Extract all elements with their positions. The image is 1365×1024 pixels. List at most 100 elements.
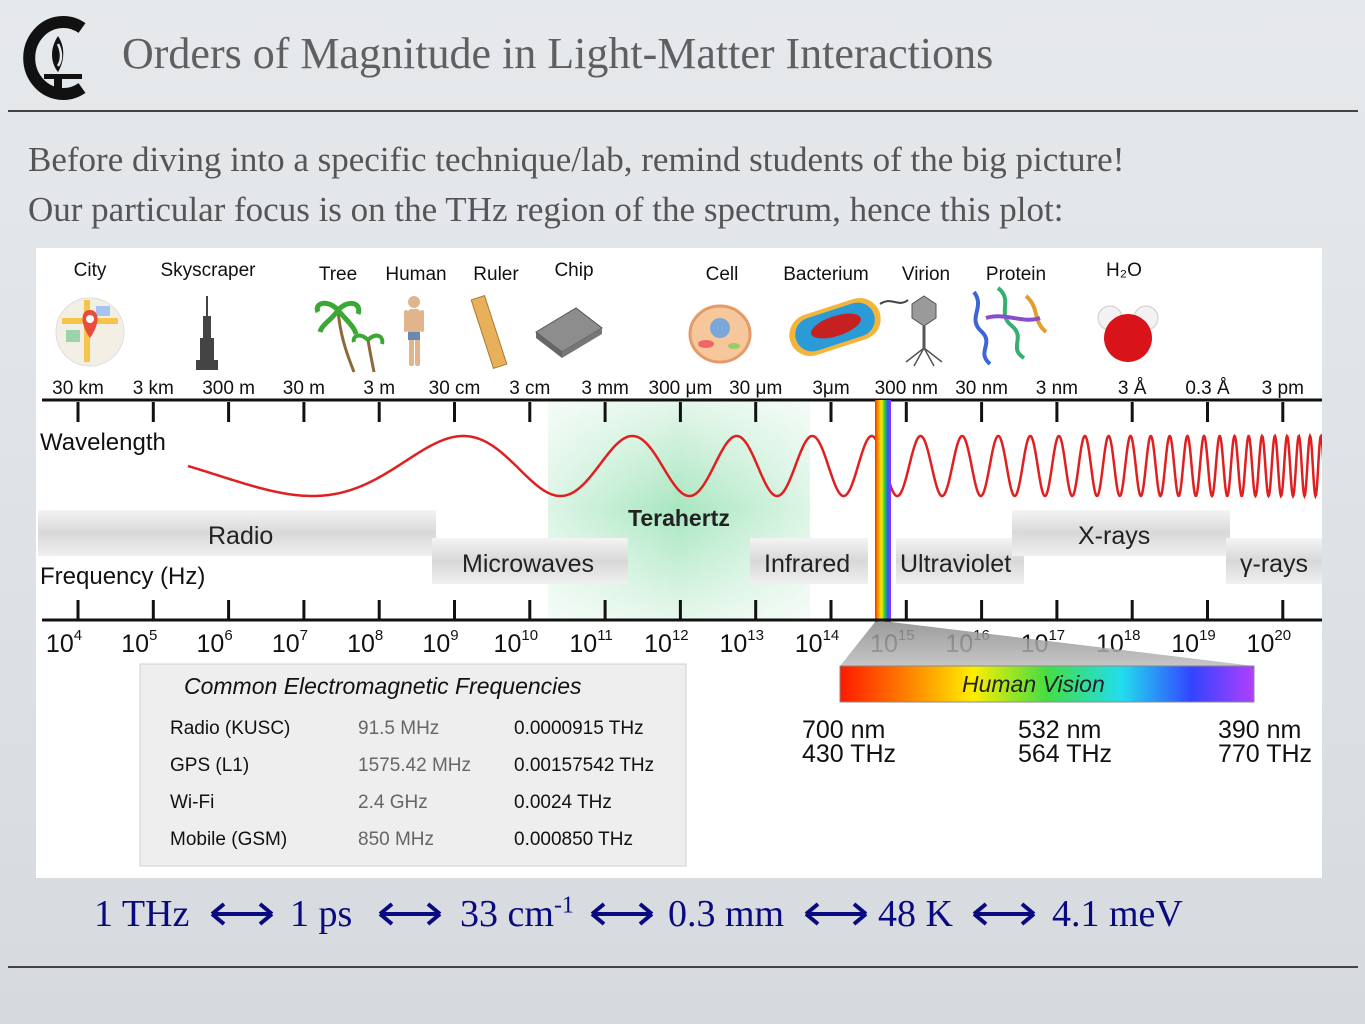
band-gamma-rays: γ-rays — [1240, 550, 1308, 578]
table-cell-name: Mobile (GSM) — [170, 829, 287, 850]
wavelength-tick-label: 30 cm — [429, 378, 481, 399]
virion-icon — [905, 295, 943, 367]
svg-text:564 THz: 564 THz — [1018, 740, 1112, 768]
object-label: Bacterium — [783, 264, 869, 285]
wavelength-label: Wavelength — [40, 429, 166, 456]
wavelength-tick-label: 3 nm — [1036, 378, 1078, 399]
human-vision-label: Human Vision — [962, 671, 1105, 697]
frequency-tick-label: 106 — [197, 627, 233, 658]
table-cell-frequency: 1575.42 MHz — [358, 755, 471, 776]
frequency-tick-label: 1011 — [569, 627, 612, 658]
wavelength-tick-label: 3 pm — [1262, 378, 1304, 399]
frequency-tick-label: 104 — [46, 627, 82, 658]
frequency-tick-label: 1020 — [1247, 627, 1292, 658]
wavelength-tick-label: 300 nm — [875, 378, 938, 399]
skyscraper-icon — [196, 296, 218, 370]
wavelength-tick-label: 3 km — [133, 378, 174, 399]
wavelength-tick-label: 30 km — [52, 378, 104, 399]
chip-icon — [535, 307, 603, 358]
frequency-label: Frequency (Hz) — [40, 563, 205, 590]
frequency-tick-label: 1019 — [1171, 627, 1216, 658]
double-arrow-icon — [210, 902, 274, 926]
frequency-tick-label: 107 — [272, 627, 308, 658]
table-cell-thz: 0.000850 THz — [514, 829, 633, 850]
object-icons — [55, 286, 1159, 373]
table-cell-name: Radio (KUSC) — [170, 718, 290, 739]
intro-line-1: Before diving into a specific technique/… — [28, 140, 1125, 179]
ruler-icon — [470, 294, 508, 370]
object-label: Ruler — [473, 264, 519, 285]
object-labels: City Skyscraper Tree Human Ruler Chip Cell Bact… — [74, 260, 1142, 285]
human-icon — [404, 296, 424, 366]
bottom-divider — [8, 966, 1358, 968]
wavelength-tick-label: 3μm — [812, 378, 849, 399]
wavelength-tick-label: 30 μm — [729, 378, 782, 399]
frequency-tick-label: 108 — [347, 627, 383, 658]
object-label: Cell — [706, 264, 739, 285]
object-label: Skyscraper — [160, 260, 256, 281]
frequency-tick-label: 109 — [422, 627, 458, 658]
double-arrow-icon — [378, 902, 442, 926]
city-map-icon — [55, 297, 125, 367]
equiv-ps: 1 ps — [290, 893, 353, 935]
vision-zoom-wedge — [840, 622, 1254, 666]
svg-text:430 THz: 430 THz — [802, 740, 896, 768]
wavelength-tick-label: 30 nm — [955, 378, 1008, 399]
wavelength-tick-label: 3 Å — [1118, 378, 1147, 399]
object-label: H₂O — [1106, 260, 1142, 281]
college-logo-icon — [23, 16, 86, 100]
wavelength-tick-label: 300 m — [202, 378, 255, 399]
band-microwaves: Microwaves — [462, 550, 594, 578]
svg-text:700 nm: 700 nm — [802, 716, 885, 744]
double-arrow-icon — [590, 902, 654, 926]
vision-point-390: 390 nm 770 THz — [1218, 716, 1312, 768]
frequency-table-title: Common Electromagnetic Frequencies — [184, 673, 582, 699]
spectrum-svg: 30 km 3 km 300 m 30 m 3 m 30 cm 3 cm 3 mm 300 μm… — [38, 260, 1322, 867]
band-boxes: Radio Microwaves Terahertz Infrared Ultr… — [38, 505, 1322, 584]
table-cell-frequency: 91.5 MHz — [358, 718, 439, 739]
wavelength-tick-label: 300 μm — [649, 378, 713, 399]
human-vision-bar — [839, 665, 1255, 703]
svg-text:390 nm: 390 nm — [1218, 716, 1301, 744]
double-arrow-icon — [972, 902, 1036, 926]
slide-title: Orders of Magnitude in Light-Matter Inte… — [122, 29, 994, 78]
wavelength-tick-label: 3 mm — [581, 378, 629, 399]
band-xrays: X-rays — [1078, 522, 1150, 550]
band-radio: Radio — [208, 522, 273, 550]
table-cell-name: GPS (L1) — [170, 755, 249, 776]
svg-text:532 nm: 532 nm — [1018, 716, 1101, 744]
object-label: Human — [385, 264, 446, 285]
equiv-wavenumber: 33 cm-1 — [460, 892, 574, 935]
equiv-mm: 0.3 mm — [668, 893, 785, 935]
em-spectrum-diagram: 30 km 3 km 300 m 30 m 3 m 30 cm 3 cm 3 mm 300 μm… — [36, 248, 1322, 878]
band-ultraviolet: Ultraviolet — [900, 550, 1011, 578]
water-molecule-icon — [1097, 305, 1159, 362]
frequency-table: Common Electromagnetic Frequencies Radio… — [139, 663, 687, 867]
equiv-mev: 4.1 meV — [1052, 893, 1183, 935]
object-label: Tree — [319, 264, 357, 285]
double-arrow-icon — [804, 902, 868, 926]
table-cell-frequency: 2.4 GHz — [358, 792, 428, 813]
wavenumber-exponent: -1 — [553, 892, 574, 919]
svg-text:770 THz: 770 THz — [1218, 740, 1312, 768]
wavelength-tick-label: 3 cm — [509, 378, 550, 399]
wavelength-tick-label: 0.3 Å — [1185, 378, 1230, 399]
palm-tree-icon — [314, 300, 385, 373]
frequency-tick-label: 1012 — [644, 627, 689, 658]
protein-icon — [972, 286, 1048, 366]
cell-icon — [688, 304, 752, 364]
table-cell-frequency: 850 MHz — [358, 829, 434, 850]
intro-line-2: Our particular focus is on the THz regio… — [28, 190, 1064, 229]
table-cell-thz: 0.00157542 THz — [514, 755, 654, 776]
frequency-tick-label: 105 — [121, 627, 157, 658]
table-cell-name: Wi-Fi — [170, 792, 214, 813]
unit-equivalences: 1 THz 1 ps 33 cm-1 0.3 mm 48 K 4.1 meV — [0, 892, 1365, 936]
vision-point-532: 532 nm 564 THz — [1018, 716, 1112, 768]
object-label: Protein — [986, 264, 1046, 285]
vision-point-700: 700 nm 430 THz — [802, 716, 896, 768]
object-label: Virion — [902, 264, 950, 285]
wavelength-tick-label: 30 m — [283, 378, 325, 399]
equiv-thz: 1 THz — [94, 893, 190, 935]
equiv-kelvin: 48 K — [878, 893, 953, 935]
table-cell-thz: 0.0024 THz — [514, 792, 612, 813]
